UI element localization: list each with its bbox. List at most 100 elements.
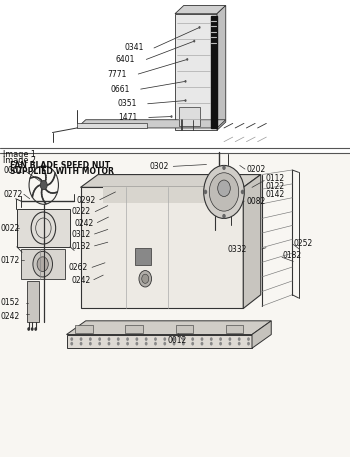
Circle shape [34,327,37,331]
Text: Image 1: Image 1 [3,150,36,159]
Circle shape [201,337,203,341]
Polygon shape [77,123,147,128]
Polygon shape [66,321,271,335]
Circle shape [117,337,120,341]
Circle shape [126,337,129,341]
Text: 0242: 0242 [75,218,94,228]
Polygon shape [135,248,150,265]
Polygon shape [178,107,199,126]
Polygon shape [27,281,39,322]
Circle shape [198,26,201,29]
Circle shape [209,173,239,211]
Circle shape [139,271,152,287]
Text: 0082: 0082 [246,197,265,207]
Text: 1471: 1471 [118,113,137,122]
Polygon shape [175,14,217,130]
Circle shape [135,337,138,341]
Text: 0112: 0112 [265,174,285,183]
Circle shape [210,337,213,341]
Polygon shape [103,187,243,203]
Polygon shape [175,5,226,14]
Text: 0341: 0341 [124,43,144,53]
Bar [0,0,350,144]
Circle shape [238,337,240,341]
Circle shape [247,337,250,341]
Text: 0062: 0062 [4,165,23,175]
Circle shape [163,337,166,341]
Circle shape [145,337,148,341]
Text: 0272: 0272 [4,190,23,199]
Text: 0252: 0252 [294,239,313,248]
Circle shape [40,181,47,190]
Circle shape [163,342,166,345]
Circle shape [117,342,120,345]
Text: 0012: 0012 [167,336,187,345]
Polygon shape [80,175,261,187]
Circle shape [204,165,244,218]
Text: 0122: 0122 [265,182,285,191]
Circle shape [154,337,157,341]
Circle shape [191,342,194,345]
Circle shape [219,342,222,345]
Circle shape [186,58,188,61]
Polygon shape [217,5,226,130]
Circle shape [173,337,175,341]
Circle shape [184,99,187,102]
Circle shape [170,115,173,118]
Polygon shape [226,325,243,333]
Circle shape [80,337,83,341]
Circle shape [247,342,250,345]
Circle shape [219,337,222,341]
Circle shape [70,342,73,345]
Text: 0152: 0152 [1,298,20,307]
Circle shape [89,337,92,341]
Text: 0332: 0332 [228,244,247,254]
Circle shape [27,327,30,331]
Polygon shape [243,175,261,308]
Text: 0351: 0351 [118,99,137,108]
Circle shape [98,342,101,345]
Circle shape [201,342,203,345]
Circle shape [135,342,138,345]
Circle shape [182,342,185,345]
Polygon shape [17,209,70,247]
Polygon shape [252,321,271,348]
Polygon shape [66,335,252,348]
Text: 0022: 0022 [1,223,20,233]
Circle shape [218,180,230,197]
Text: 0182: 0182 [283,251,302,260]
Text: 0242: 0242 [1,312,20,321]
Polygon shape [80,187,243,308]
Text: 0142: 0142 [265,190,285,199]
Text: 0292: 0292 [76,196,96,205]
Text: 0202: 0202 [247,165,266,174]
Circle shape [204,190,207,194]
Circle shape [210,342,213,345]
Text: 0262: 0262 [69,263,88,272]
Text: 0132: 0132 [71,242,90,251]
Circle shape [107,342,110,345]
Circle shape [173,342,175,345]
Circle shape [193,40,195,43]
Polygon shape [125,325,143,333]
Text: 7771: 7771 [108,69,127,79]
Circle shape [182,337,185,341]
Circle shape [80,342,83,345]
Polygon shape [77,120,226,128]
Text: FAN BLADE SPEED NUT: FAN BLADE SPEED NUT [10,161,111,170]
Text: 0172: 0172 [1,256,20,265]
Circle shape [145,342,148,345]
Text: 0312: 0312 [71,230,90,239]
Text: 0302: 0302 [150,162,169,171]
Text: 0242: 0242 [71,276,90,285]
Circle shape [107,337,110,341]
Circle shape [229,342,231,345]
Circle shape [229,337,231,341]
Circle shape [241,190,244,194]
Polygon shape [21,249,65,279]
Polygon shape [75,325,93,333]
Circle shape [238,342,240,345]
Polygon shape [176,325,193,333]
Circle shape [31,327,34,331]
Text: Image 2: Image 2 [3,156,36,165]
